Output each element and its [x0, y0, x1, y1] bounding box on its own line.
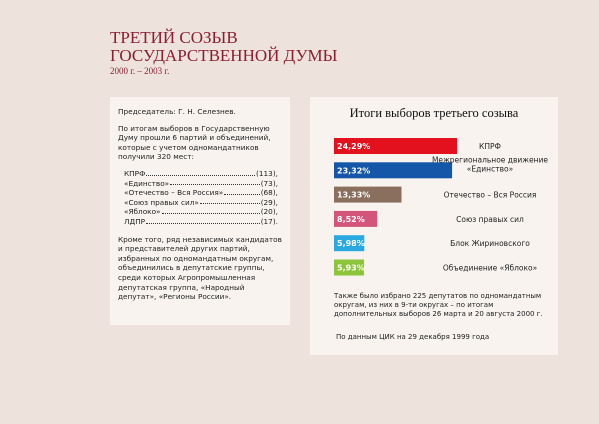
list-item: ЛДПР (17).	[118, 217, 278, 227]
seat-count: (68),	[260, 188, 278, 198]
dots	[199, 198, 260, 205]
bar	[334, 259, 365, 276]
party-list: КПРФ (113), «Единство» (73), «Отечество – Вс…	[118, 169, 278, 227]
bar	[334, 138, 457, 154]
dots	[146, 169, 256, 176]
bar	[334, 235, 365, 252]
dots	[224, 188, 260, 195]
source: По данным ЦИК на 29 декабря 1999 года	[336, 333, 489, 341]
bar	[334, 186, 402, 203]
subtitle: 2000 г. – 2003 г.	[110, 66, 170, 76]
intro: По итогам выборов в Государственную Думу…	[118, 123, 271, 162]
seat-count: (113),	[256, 168, 278, 178]
category-label: КПРФ	[479, 142, 501, 151]
seat-count: (20),	[260, 207, 278, 217]
seat-count: (29),	[260, 197, 278, 207]
seat-count: (17).	[260, 216, 278, 226]
bar	[334, 210, 378, 227]
list-item: «Союз правых сил» (29),	[118, 198, 278, 208]
category-label: Союз правых сил	[456, 215, 524, 224]
title: ГОСУДАРСТВЕННОЙ ДУМЫ	[110, 46, 338, 65]
party-name: «Яблоко»	[124, 207, 161, 217]
bar	[334, 162, 453, 179]
list-item: «Отечество – Вся Россия» (68),	[118, 188, 278, 198]
title: ТРЕТИЙ СОЗЫВ	[110, 28, 238, 47]
list-item: КПРФ (113),	[118, 169, 278, 179]
party-name: КПРФ	[124, 168, 146, 178]
chart-title: Итоги выборов третьего созыва	[350, 106, 519, 120]
category-label: Межрегиональное движение «Единство»	[432, 155, 548, 173]
seat-count: (73),	[260, 178, 278, 188]
party-name: «Отечество – Вся Россия»	[124, 188, 224, 198]
list-item: «Единство» (73),	[118, 179, 278, 189]
category-label: Объединение «Яблоко»	[443, 264, 538, 273]
party-name: «Союз правых сил»	[124, 197, 199, 207]
dots	[146, 217, 260, 224]
dots	[170, 179, 260, 186]
note: Также было избрано 225 депутатов по одно…	[333, 292, 543, 318]
party-name: «Единство»	[124, 178, 170, 188]
value-label: 5,98%	[337, 239, 365, 248]
value-label: 8,52%	[337, 215, 365, 224]
value-label: 5,93%	[337, 264, 365, 273]
chairman: Председатель: Г. Н. Селезнев.	[118, 107, 236, 116]
left-panel: Председатель: Г. Н. Селезнев. По итогам …	[110, 97, 290, 325]
outro: Кроме того, ряд независимых кандидатов и…	[118, 234, 282, 302]
party-name: ЛДПР	[124, 216, 146, 226]
value-label: 23,32%	[337, 166, 370, 175]
value-label: 24,29%	[337, 142, 370, 151]
category-label: Блок Жириновского	[450, 239, 530, 248]
list-item: «Яблоко» (20),	[118, 207, 278, 217]
dots	[161, 207, 260, 214]
category-label: Отечество – Вся Россия	[444, 191, 537, 200]
value-label: 13,33%	[337, 191, 370, 200]
